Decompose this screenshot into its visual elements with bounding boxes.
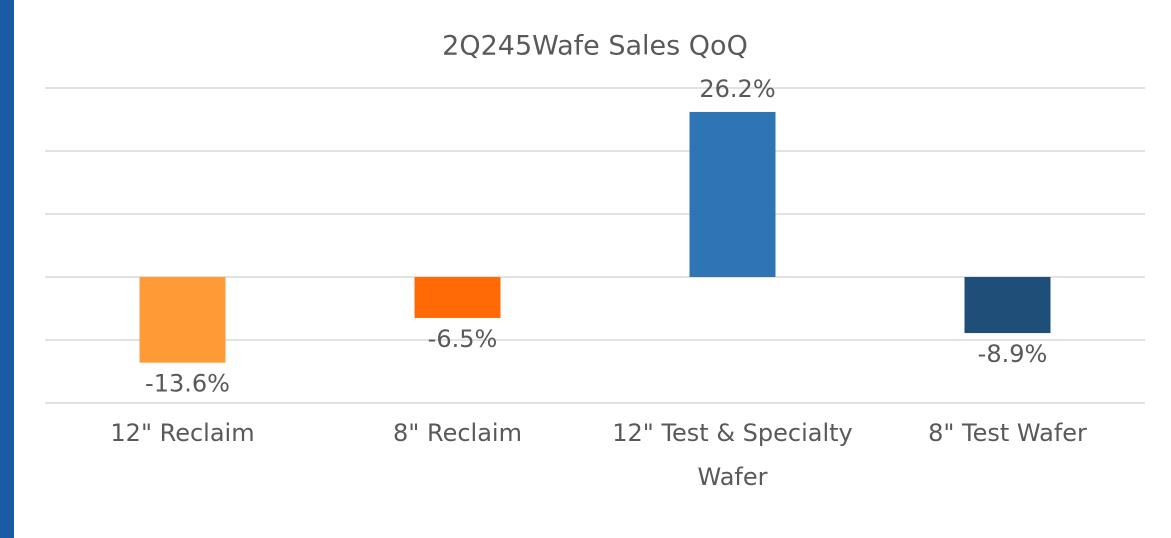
bar [689, 111, 776, 277]
data-label: -8.9% [978, 340, 1048, 368]
x-tick-label: 8" Test Wafer [928, 419, 1087, 447]
bar [414, 277, 501, 318]
bar [964, 277, 1051, 334]
data-label: -13.6% [145, 370, 230, 398]
chart-title: 2Q245Wafe Sales QoQ [442, 31, 748, 62]
x-tick-label: 12" Reclaim [110, 419, 255, 447]
data-label: 26.2% [699, 75, 775, 103]
x-tick-label: 8" Reclaim [393, 419, 522, 447]
chart-panel [14, 0, 1171, 538]
data-label: -6.5% [428, 325, 498, 353]
x-tick-label: 12" Test & Specialty Wafer [612, 419, 853, 491]
bar [139, 277, 226, 363]
